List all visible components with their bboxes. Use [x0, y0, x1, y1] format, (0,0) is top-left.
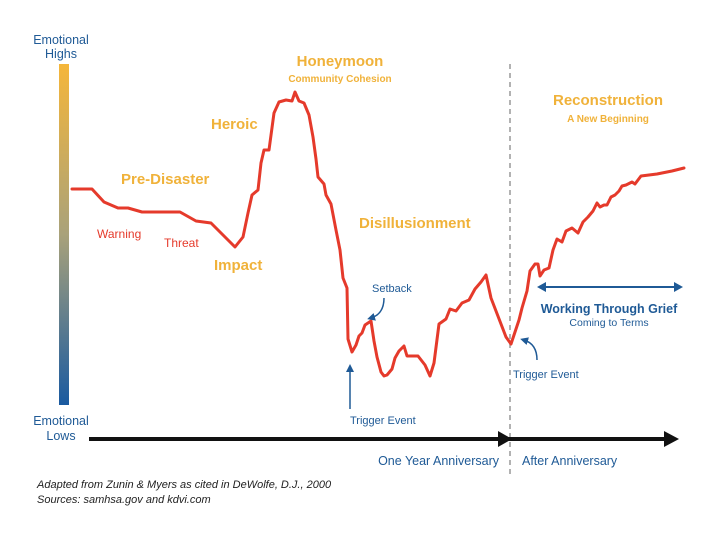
- event-setback: Setback: [372, 283, 412, 295]
- phase-heroic: Heroic: [211, 116, 258, 133]
- phase-honeymoon-subtitle: Community Cohesion: [288, 74, 391, 85]
- emotional-gradient-bar: [59, 64, 69, 405]
- axis-top-label-line1: Emotional: [33, 33, 89, 47]
- source-line-1: Adapted from Zunin & Myers as cited in D…: [37, 479, 332, 491]
- working-through-grief-arrowhead-right: [674, 282, 683, 292]
- timeline-one-year-anniversary: One Year Anniversary: [378, 454, 500, 468]
- phase-disillusionment: Disillusionment: [359, 215, 471, 232]
- timeline-arrowhead-end: [664, 431, 679, 447]
- event-working-through-grief: Working Through Grief: [541, 302, 678, 316]
- axis-bottom-label-line2: Lows: [46, 429, 75, 443]
- axis-top-label-line2: Highs: [45, 47, 77, 61]
- source-note: Adapted from Zunin & Myers as cited in D…: [37, 478, 331, 508]
- working-through-grief-arrowhead-left: [537, 282, 546, 292]
- event-warning: Warning: [97, 227, 141, 241]
- phase-reconstruction: Reconstruction: [553, 92, 663, 109]
- phase-impact: Impact: [214, 257, 262, 274]
- emotional-curve: [70, 90, 686, 378]
- phase-pre-disaster: Pre-Disaster: [121, 171, 210, 188]
- event-threat: Threat: [164, 236, 199, 250]
- phase-reconstruction-subtitle: A New Beginning: [567, 114, 649, 125]
- axis-bottom-label-line1: Emotional: [33, 414, 89, 428]
- source-line-2: Sources: samhsa.gov and kdvi.com: [37, 494, 211, 506]
- phase-honeymoon: Honeymoon: [297, 53, 384, 70]
- timeline-after-anniversary: After Anniversary: [522, 454, 618, 468]
- timeline-arrowhead-mid: [498, 431, 512, 447]
- event-trigger-2: Trigger Event: [513, 369, 579, 381]
- event-trigger-1: Trigger Event: [350, 415, 416, 427]
- event-coming-to-terms: Coming to Terms: [569, 317, 648, 329]
- trigger-event-2-arrow: [520, 337, 538, 361]
- setback-arrow: [367, 297, 385, 321]
